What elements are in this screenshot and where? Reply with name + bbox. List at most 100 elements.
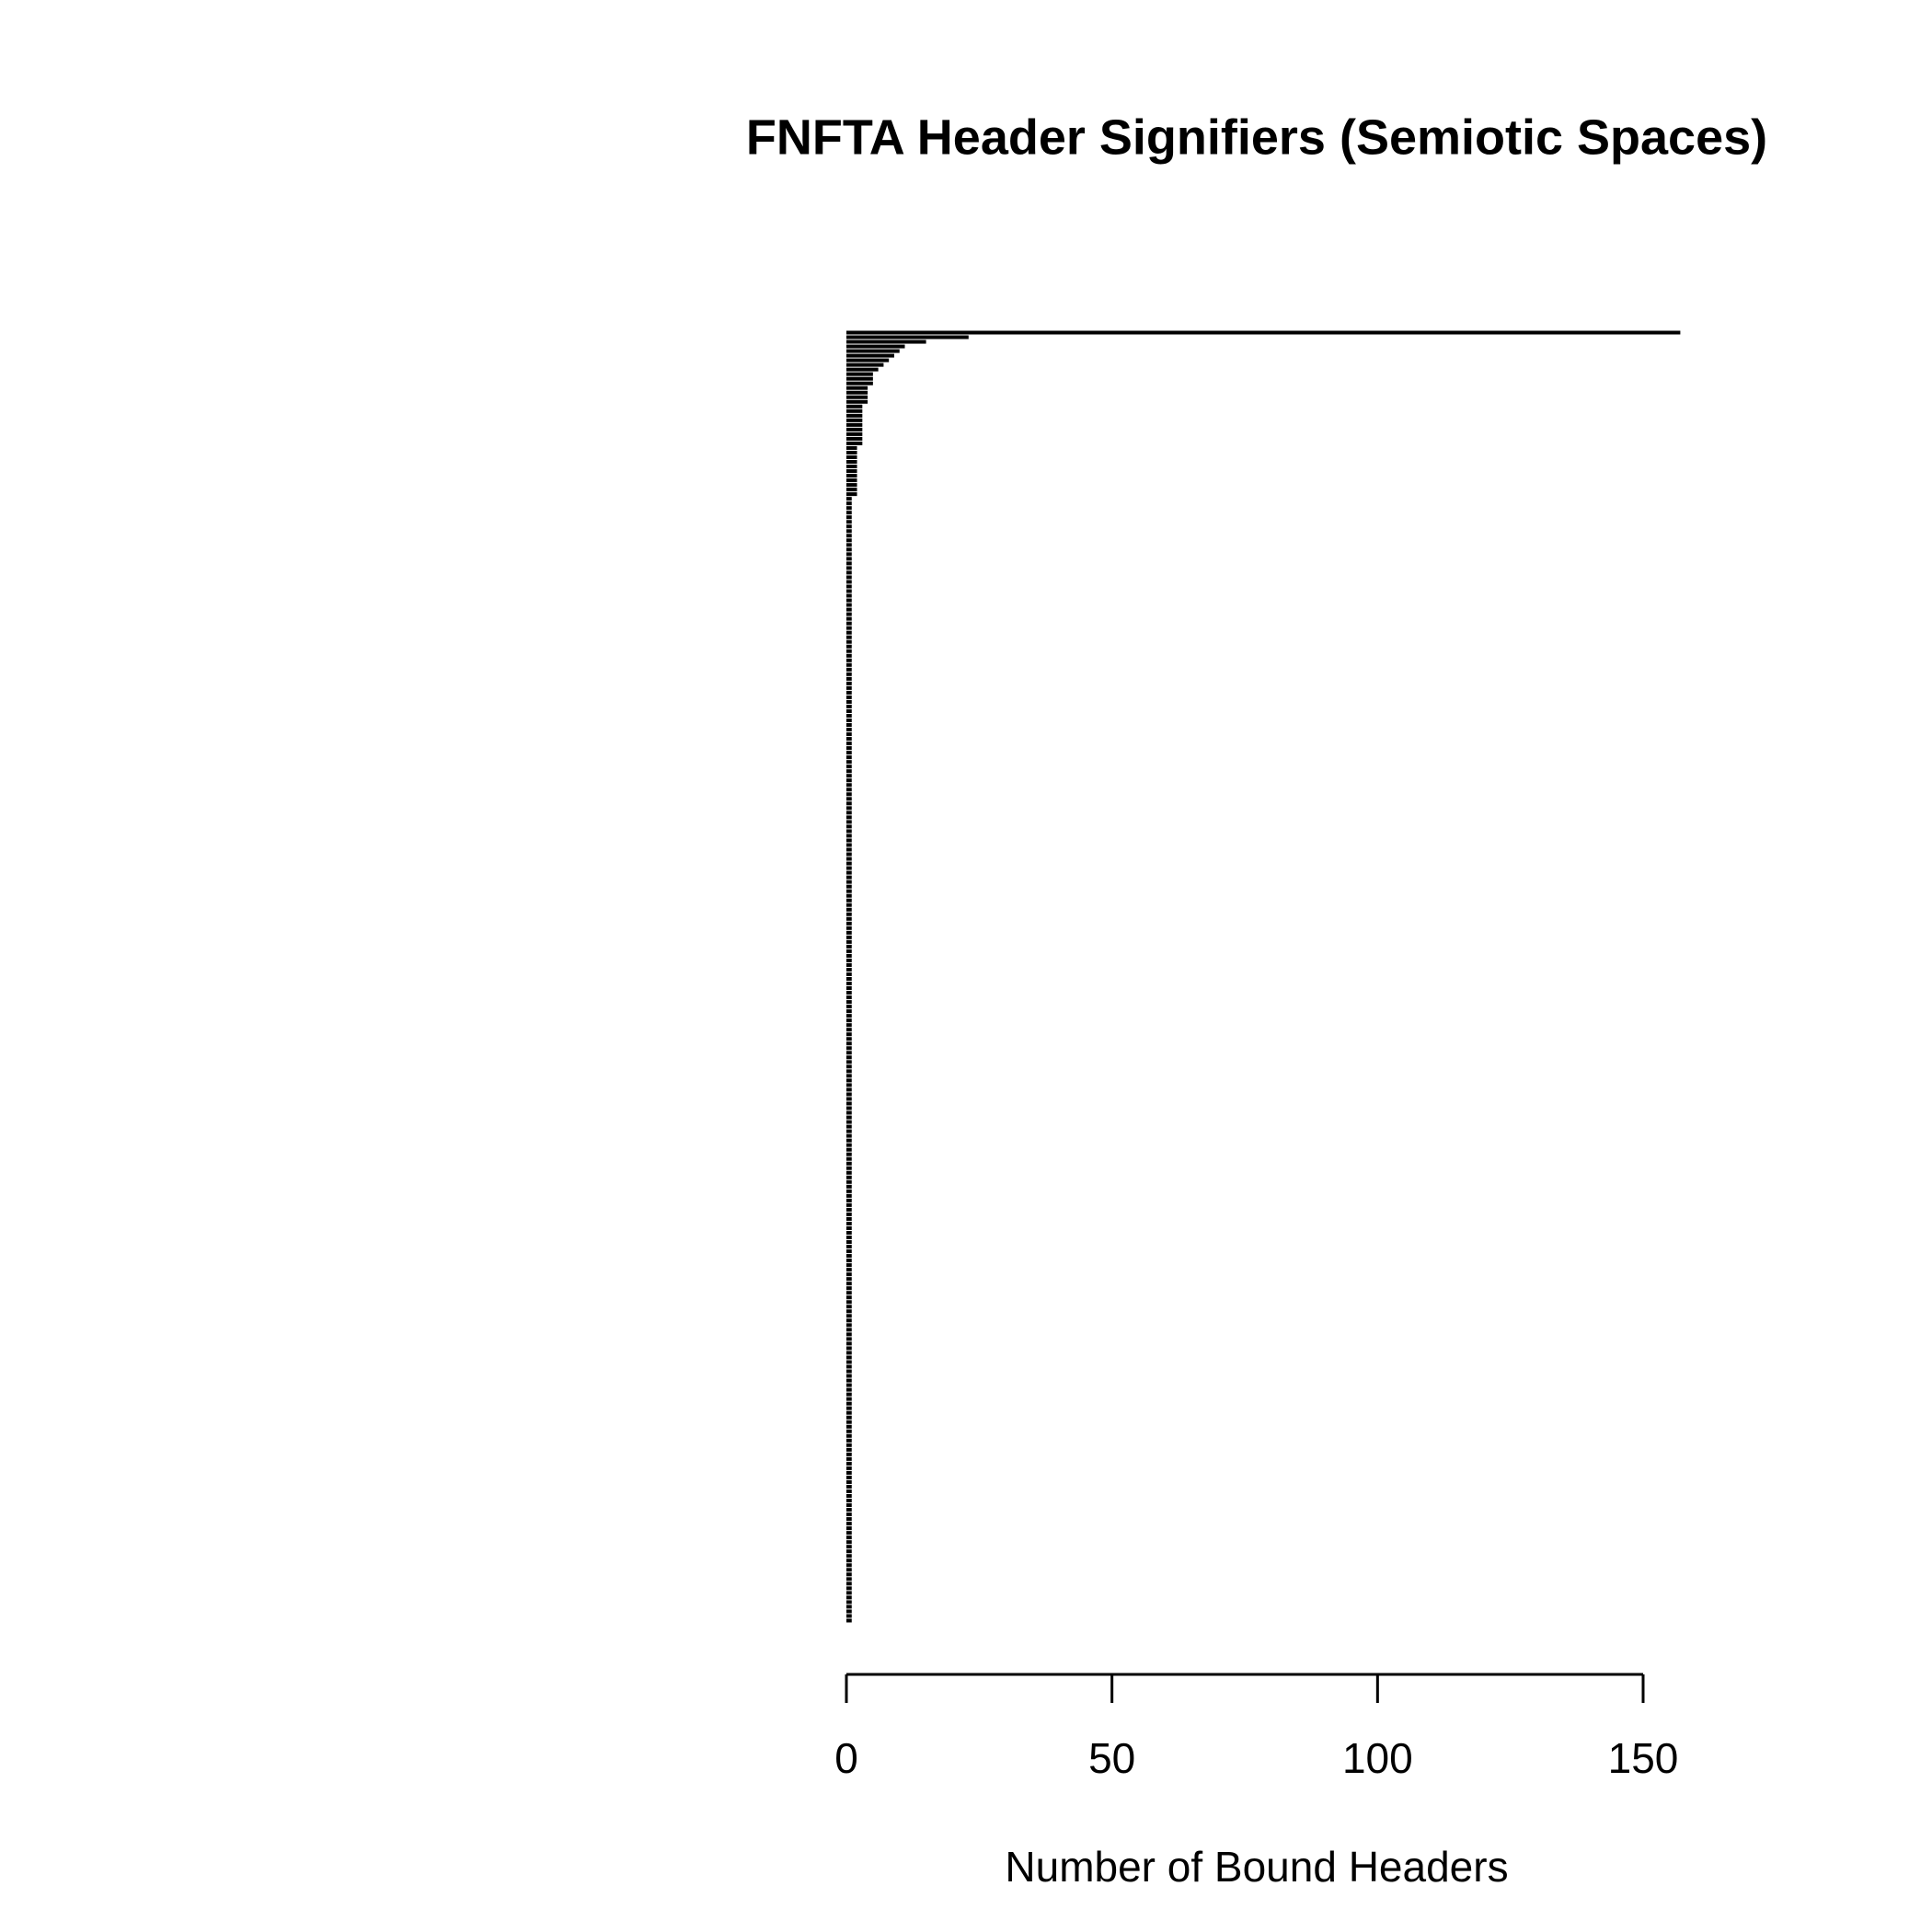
bar xyxy=(846,1568,852,1572)
bar xyxy=(846,1268,852,1272)
bar xyxy=(846,884,852,889)
bar xyxy=(846,1193,852,1198)
bar xyxy=(846,870,852,875)
bar xyxy=(846,330,1681,335)
bar xyxy=(846,1152,852,1156)
bar xyxy=(846,732,852,737)
bar xyxy=(846,1018,852,1023)
bar xyxy=(846,362,884,367)
bar xyxy=(846,1410,852,1415)
bar xyxy=(846,589,852,593)
bar xyxy=(846,1600,852,1604)
bar xyxy=(846,746,852,751)
bar xyxy=(846,1406,852,1410)
bar xyxy=(846,1259,852,1263)
bar xyxy=(846,1433,852,1438)
bar xyxy=(846,575,852,580)
bar xyxy=(846,418,863,422)
bar xyxy=(846,385,868,390)
bar xyxy=(846,1106,852,1110)
bar xyxy=(846,1198,852,1202)
bar xyxy=(846,912,852,916)
bar xyxy=(846,704,852,708)
bar xyxy=(846,699,852,704)
bar xyxy=(846,676,852,681)
bar xyxy=(846,1554,852,1558)
bar xyxy=(846,598,852,603)
bar xyxy=(846,1230,852,1235)
bar xyxy=(846,824,852,829)
bar xyxy=(846,1147,852,1152)
bar xyxy=(846,534,852,538)
bar xyxy=(846,408,863,413)
bar xyxy=(846,552,852,557)
bar xyxy=(846,986,852,991)
bar xyxy=(846,820,852,824)
x-axis-label: Number of Bound Headers xyxy=(1005,1843,1508,1891)
bar xyxy=(846,667,852,672)
bar xyxy=(846,1087,852,1092)
bar xyxy=(846,1545,852,1549)
bar xyxy=(846,584,852,589)
bar xyxy=(846,1277,852,1282)
bar xyxy=(846,1069,852,1074)
bar xyxy=(846,944,852,949)
bar xyxy=(846,949,852,953)
bar xyxy=(846,723,852,728)
bar xyxy=(846,1120,852,1124)
bar xyxy=(846,1429,852,1433)
bar xyxy=(846,413,863,418)
bar xyxy=(846,1202,852,1207)
bar xyxy=(846,1522,852,1526)
bar xyxy=(846,801,852,806)
bar xyxy=(846,1295,852,1300)
bar xyxy=(846,1475,852,1479)
bar xyxy=(846,1309,852,1314)
bar xyxy=(846,806,852,811)
bar xyxy=(846,1479,852,1484)
bar xyxy=(846,1461,852,1466)
bar xyxy=(846,1314,852,1318)
bar xyxy=(846,1179,852,1184)
bar xyxy=(846,1254,852,1259)
bar xyxy=(846,501,852,506)
bar xyxy=(846,737,852,742)
bar xyxy=(846,612,852,616)
x-tick-label: 100 xyxy=(1342,1734,1413,1782)
bar xyxy=(846,852,852,857)
bar xyxy=(846,719,852,723)
bar xyxy=(846,838,852,843)
bar xyxy=(846,1341,852,1346)
bar xyxy=(846,1064,852,1069)
bar xyxy=(846,465,857,469)
bar xyxy=(846,708,852,713)
bar xyxy=(846,1037,852,1041)
bar xyxy=(846,783,852,788)
bar xyxy=(846,1577,852,1581)
bar xyxy=(846,903,852,907)
bar xyxy=(846,511,852,515)
bar xyxy=(846,769,852,774)
bar xyxy=(846,561,852,566)
bar xyxy=(846,1074,852,1078)
bar xyxy=(846,728,852,732)
bar xyxy=(846,593,852,598)
bar xyxy=(846,1470,852,1475)
bar xyxy=(846,529,852,534)
bar xyxy=(846,639,852,644)
bar xyxy=(846,690,852,695)
bar xyxy=(846,1540,852,1545)
bar xyxy=(846,607,852,612)
bar xyxy=(846,1591,852,1595)
bar xyxy=(846,1110,852,1115)
bar xyxy=(846,1083,852,1087)
bar xyxy=(846,376,873,381)
bar xyxy=(846,1466,852,1470)
bar xyxy=(846,653,852,658)
bar xyxy=(846,1236,852,1240)
bar xyxy=(846,644,852,649)
bar xyxy=(846,543,852,547)
bar xyxy=(846,1531,852,1535)
bar xyxy=(846,1184,852,1189)
bar xyxy=(846,1046,852,1051)
